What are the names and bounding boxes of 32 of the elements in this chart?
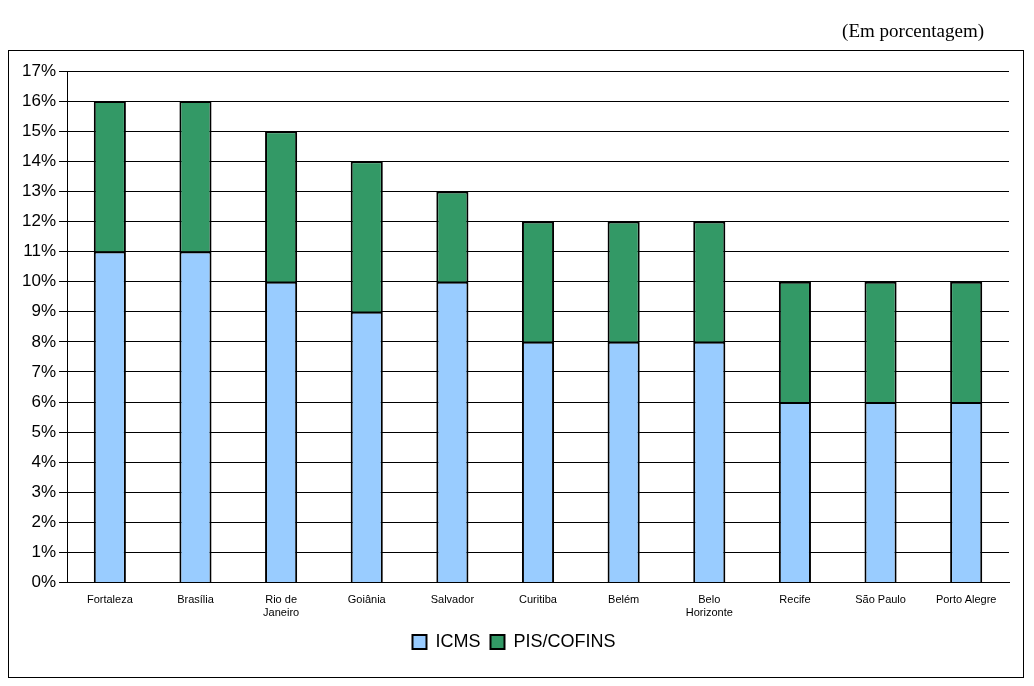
y-tick-label: 8% bbox=[31, 331, 57, 351]
x-tick-label: Recife bbox=[779, 593, 811, 606]
x-tick-label: Brasília bbox=[177, 593, 215, 606]
y-tick-label: 1% bbox=[31, 542, 57, 562]
x-tick-label: Porto Alegre bbox=[935, 593, 997, 606]
x-tick-label: Belém bbox=[608, 593, 640, 606]
x-tick-label: São Paulo bbox=[855, 593, 906, 606]
text: (Em porcentagem) bbox=[842, 20, 984, 41]
y-tick-label: 11% bbox=[23, 241, 57, 261]
y-tick-label: 9% bbox=[31, 301, 57, 321]
y-tick-label: 13% bbox=[21, 181, 57, 201]
y-tick-label: 7% bbox=[31, 361, 57, 381]
y-tick-label: 12% bbox=[21, 211, 57, 231]
x-tick-label: Fortaleza bbox=[86, 593, 134, 606]
x-tick-label: Goiânia bbox=[347, 593, 387, 606]
legend-label: ICMS bbox=[435, 630, 481, 651]
y-tick-label: 17% bbox=[21, 60, 57, 80]
y-tick-label: 6% bbox=[31, 391, 57, 411]
y-tick-label: 16% bbox=[21, 90, 57, 110]
x-tick-label: Curitiba bbox=[519, 593, 558, 606]
y-tick-label: 3% bbox=[31, 482, 57, 502]
x-tick-label: Salvador bbox=[430, 593, 475, 606]
x-tick-label: Rio de Janeiro bbox=[263, 593, 300, 619]
y-tick-label: 4% bbox=[31, 451, 57, 471]
y-tick-label: 2% bbox=[31, 512, 57, 532]
y-tick-label: 14% bbox=[21, 150, 57, 170]
y-tick-label: 5% bbox=[31, 421, 57, 441]
x-tick-label: Belo Horizonte bbox=[685, 593, 733, 619]
y-tick-label: 0% bbox=[31, 572, 57, 592]
legend-label: PIS/COFINS bbox=[513, 630, 616, 651]
y-tick-label: 15% bbox=[21, 120, 57, 140]
y-tick-label: 10% bbox=[21, 271, 57, 291]
